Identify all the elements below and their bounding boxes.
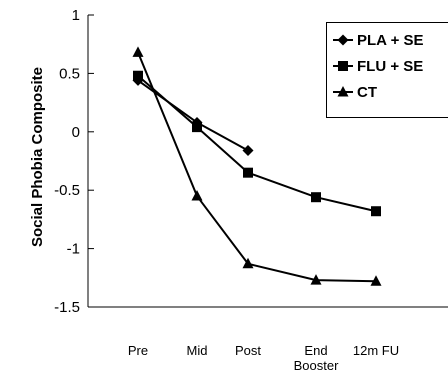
x-tick-label: Post: [235, 343, 261, 358]
data-point-flu-se: [192, 122, 202, 133]
legend-marker: [338, 61, 348, 71]
y-tick-label: 1: [72, 7, 80, 24]
legend-label: FLU + SE: [357, 58, 423, 75]
data-point-flu-se: [371, 206, 381, 217]
x-tick-label: 12m FU: [353, 343, 399, 358]
data-point-flu-se: [311, 192, 321, 203]
data-point-ct: [370, 275, 382, 286]
x-tick-label: Pre: [128, 343, 148, 358]
y-tick-label: -1.5: [54, 299, 80, 316]
legend: PLA + SE FLU + SE CT: [326, 22, 448, 118]
legend-marker: [337, 34, 349, 46]
data-point-ct: [132, 46, 144, 57]
data-point-pla-se: [242, 144, 254, 156]
legend-item-pla-se: PLA + SE: [333, 32, 424, 49]
legend-label: CT: [357, 84, 377, 101]
data-point-flu-se: [243, 167, 253, 178]
y-tick-label: 0: [72, 124, 80, 141]
legend-marker: [337, 86, 349, 97]
x-tick-label: End: [304, 343, 327, 358]
series-layer: [132, 46, 382, 286]
series-flu-se: [133, 70, 381, 217]
legend-item-flu-se: FLU + SE: [333, 58, 423, 75]
x-tick-label: Booster: [294, 358, 339, 373]
y-tick-label: 0.5: [59, 65, 80, 82]
legend-label: PLA + SE: [357, 32, 424, 49]
data-point-flu-se: [133, 70, 143, 81]
y-tick-label: -0.5: [54, 182, 80, 199]
data-point-ct: [310, 274, 322, 285]
series-ct: [132, 46, 382, 286]
data-point-ct: [242, 257, 254, 269]
x-tick-label: Mid: [187, 343, 208, 358]
data-point-ct: [191, 190, 203, 201]
y-tick-label: -1: [67, 241, 80, 258]
legend-item-ct: CT: [333, 84, 377, 101]
y-axis-label: Social Phobia Composite: [29, 67, 46, 247]
